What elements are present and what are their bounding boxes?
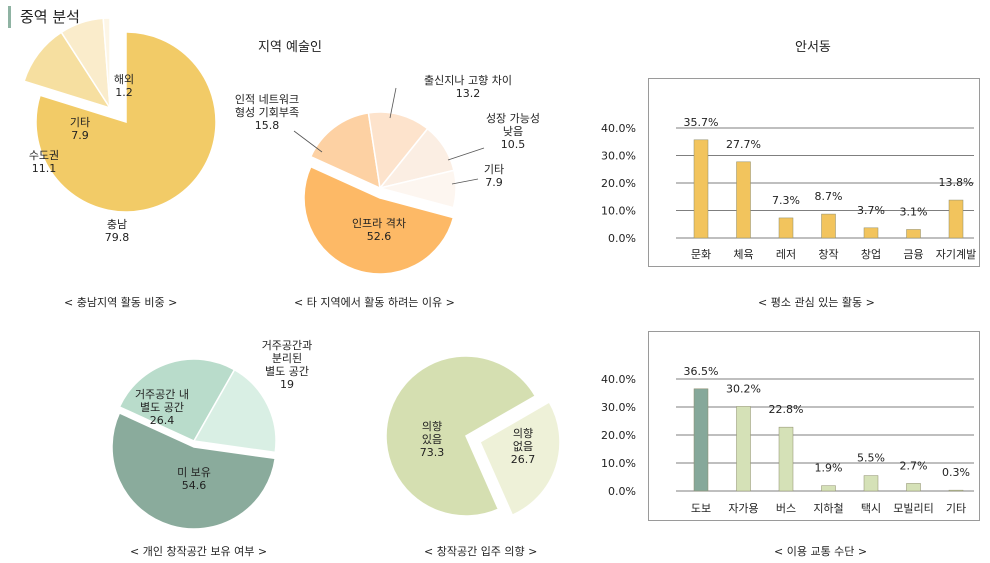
pie-2-label-2: 출신지나 고향 차이 13.2 bbox=[424, 74, 512, 100]
bar-2-bar-5 bbox=[906, 483, 921, 492]
bar-1-bar-4 bbox=[863, 227, 879, 239]
right-section-title: 안서동 bbox=[795, 40, 831, 55]
pie-1-caption: < 충남지역 활동 비중 > bbox=[64, 296, 178, 309]
bar-2-tick-label: 0.0% bbox=[608, 485, 636, 498]
bar-2-category-label-2: 버스 bbox=[776, 502, 796, 515]
bar-1-tick-label: 0.0% bbox=[608, 232, 636, 245]
bar-2-category-label-1: 자가용 bbox=[728, 502, 758, 515]
pie-1-label-0: 충남 79.8 bbox=[105, 218, 130, 244]
bar-1-value-label-6: 13.8% bbox=[939, 176, 974, 189]
bar-1-category-label-5: 금융 bbox=[903, 248, 923, 261]
bar-1-category-label-6: 자기계발 bbox=[936, 248, 976, 261]
bar-1-value-label-3: 8.7% bbox=[815, 190, 843, 203]
bar-2-category-label-3: 지하철 bbox=[813, 501, 843, 515]
bar-1-bar-1 bbox=[736, 161, 751, 239]
bar-chart-1: 40.0% 30.0% 20.0% 10.0% 0.0% 35.7% 문화 27.7% 체육 7.… bbox=[601, 116, 976, 261]
bar-1-bar-2 bbox=[778, 217, 794, 239]
bar-1-category-label-1: 체육 bbox=[733, 248, 753, 261]
bar-2-tick-label: 10.0% bbox=[601, 457, 636, 470]
bar-chart-2: 40.0% 30.0% 20.0% 10.0% 0.0% 36.5% 도보 30.2% 자가용 2… bbox=[601, 365, 974, 515]
bar-1-category-label-3: 창작 bbox=[818, 248, 838, 261]
pie-3-label-2: 거주공간과 분리된 별도 공간 19 bbox=[262, 339, 313, 391]
bar-2-category-label-0: 도보 bbox=[691, 502, 711, 515]
bar-1-value-label-5: 3.1% bbox=[900, 205, 928, 218]
bar-2-bar-3 bbox=[821, 485, 836, 492]
pie-1-slice-3 bbox=[102, 17, 111, 109]
pie-2: 인프라 격차 52.6 인적 네트워크 형성 기회부족 15.8 출신지나 고향 차이 13… bbox=[235, 74, 540, 275]
bar-1-value-label-1: 27.7% bbox=[726, 138, 761, 151]
bar-2-value-label-1: 30.2% bbox=[726, 382, 761, 395]
bar-1-value-label-0: 35.7% bbox=[684, 116, 719, 129]
bar-1-value-label-4: 3.7% bbox=[857, 204, 885, 217]
pie-2-slice-2 bbox=[367, 111, 429, 190]
pie-2-leader-3 bbox=[447, 147, 485, 161]
pie-2-label-1: 인적 네트워크 형성 기회부족 15.8 bbox=[235, 93, 299, 132]
bar-2-tick-label: 30.0% bbox=[601, 401, 636, 414]
pie-4: 의향 있음 73.3 의향 없음 26.7 bbox=[385, 355, 561, 517]
bar-1-bar-3 bbox=[821, 213, 836, 239]
bar-1-value-label-2: 7.3% bbox=[772, 194, 800, 207]
pie-3-caption: < 개인 창작공간 보유 여부 > bbox=[130, 545, 268, 558]
bar-2-bar-4 bbox=[863, 475, 879, 492]
bar-2-value-label-2: 22.8% bbox=[769, 403, 804, 416]
pie-3-label-0: 미 보유 54.6 bbox=[177, 466, 211, 492]
pie-4-label-1: 의향 없음 26.7 bbox=[511, 427, 536, 466]
left-section-title: 지역 예술인 bbox=[258, 40, 322, 55]
pie-4-caption: < 창작공간 입주 의향 > bbox=[424, 545, 538, 558]
bar-1-tick-label: 10.0% bbox=[601, 205, 636, 218]
bar-2-category-label-5: 모빌리티 bbox=[893, 502, 933, 515]
bar-2-value-label-0: 36.5% bbox=[684, 365, 719, 378]
pie-3-label-1: 거주공간 내 별도 공간 26.4 bbox=[135, 388, 189, 427]
pie-2-label-4: 기타 7.9 bbox=[484, 163, 504, 189]
pie-2-slice-4 bbox=[379, 169, 457, 209]
bar-1-category-label-0: 문화 bbox=[691, 248, 711, 261]
bar-2-value-label-5: 2.7% bbox=[900, 459, 928, 472]
pie-3-slice-0 bbox=[111, 411, 277, 530]
pie-3: 미 보유 54.6 거주공간 내 별도 공간 26.4 거주공간과 분리된 별도 공간 19 bbox=[111, 339, 313, 530]
bar-2-tick-label: 40.0% bbox=[601, 373, 636, 386]
pie-2-label-0: 인프라 격차 52.6 bbox=[352, 217, 406, 243]
bar-2-bar-2 bbox=[778, 426, 794, 492]
pie-4-slice-0 bbox=[385, 355, 537, 517]
bar-1-bar-0 bbox=[693, 139, 709, 239]
bar-2-bar-6 bbox=[948, 489, 964, 492]
bar-1-tick-label: 30.0% bbox=[601, 150, 636, 163]
bar-2-category-label-6: 기타 bbox=[946, 502, 966, 515]
page-title: 중역 분석 bbox=[8, 6, 80, 28]
pie-4-label-0: 의향 있음 73.3 bbox=[420, 420, 445, 459]
pie-2-leader-4 bbox=[451, 178, 479, 185]
pie-1: 충남 79.8 수도권 11.1 기타 7.9 해외 1.2 bbox=[23, 17, 217, 244]
pie-1-label-3: 해외 1.2 bbox=[114, 72, 134, 99]
pie-1-label-2: 기타 7.9 bbox=[70, 116, 90, 142]
bar-1-tick-label: 40.0% bbox=[601, 122, 636, 135]
pie-3-slice-2 bbox=[192, 368, 277, 454]
bar-1-category-label-4: 창업 bbox=[861, 248, 881, 261]
pie-2-slice-0 bbox=[303, 165, 455, 275]
pie-4-slice-1 bbox=[479, 400, 561, 517]
pie-2-slice-1 bbox=[309, 112, 381, 190]
pie-2-leader-1 bbox=[293, 130, 323, 153]
bar-2-value-label-4: 5.5% bbox=[857, 452, 885, 465]
bar-2-caption: < 이용 교통 수단 > bbox=[774, 545, 868, 558]
bar-chart-2-frame bbox=[648, 331, 980, 521]
pie-2-label-3: 성장 가능성 낮음 10.5 bbox=[486, 112, 540, 151]
bar-2-tick-label: 20.0% bbox=[601, 429, 636, 442]
bar-1-tick-label: 20.0% bbox=[601, 177, 636, 190]
bar-2-value-label-6: 0.3% bbox=[942, 466, 970, 479]
bar-1-bar-5 bbox=[906, 229, 921, 239]
bar-2-category-label-4: 택시 bbox=[861, 502, 881, 515]
bar-2-value-label-3: 1.9% bbox=[815, 462, 843, 475]
bar-1-caption: < 평소 관심 있는 활동 > bbox=[758, 296, 875, 309]
pie-1-label-1: 수도권 11.1 bbox=[29, 149, 59, 175]
bar-1-bar-6 bbox=[948, 199, 964, 239]
pie-1-slice-0 bbox=[35, 31, 217, 213]
pie-2-caption: < 타 지역에서 활동 하려는 이유 > bbox=[294, 296, 455, 309]
bar-1-category-label-2: 레저 bbox=[776, 248, 796, 261]
bar-2-bar-1 bbox=[736, 406, 751, 492]
bar-chart-1-frame bbox=[648, 78, 980, 267]
bar-2-bar-0 bbox=[693, 388, 709, 492]
pie-2-leader-2 bbox=[389, 87, 397, 119]
pie-3-slice-1 bbox=[118, 358, 236, 442]
